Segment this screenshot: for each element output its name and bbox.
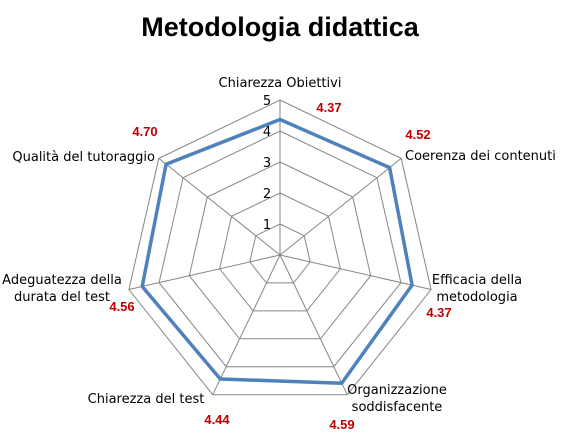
tick-label-5: 5 (263, 94, 271, 109)
data-label: 4.37 (426, 305, 451, 320)
tick-label-1: 1 (263, 218, 271, 233)
grid-ring-2 (219, 192, 341, 312)
category-label: Chiarezza del test (88, 392, 205, 407)
grid-spoke-2 (279, 158, 402, 256)
grid-spoke-7 (158, 158, 281, 256)
grid-spoke-6 (128, 254, 281, 290)
data-label: 4.37 (316, 100, 341, 115)
data-label: 4.59 (329, 417, 354, 432)
category-labels: Chiarezza Obiettivi Coerenza dei contenut… (2, 76, 556, 415)
radar-grid (128, 99, 432, 396)
category-label: Qualità del tutoraggio (12, 150, 155, 165)
tick-label-3: 3 (263, 156, 271, 171)
category-label: Adeguatezza della durata del test (2, 273, 122, 305)
radial-ticks: 1 2 3 4 5 (263, 94, 271, 233)
tick-label-4: 4 (263, 125, 271, 140)
grid-ring-3 (188, 161, 372, 340)
value-labels: 4.37 4.52 4.37 4.59 4.44 4.56 4.70 (109, 100, 451, 432)
tick-label-2: 2 (263, 187, 271, 202)
data-label: 4.70 (132, 124, 157, 139)
data-label: 4.52 (405, 127, 430, 142)
category-label: Coerenza dei contenuti (405, 149, 556, 164)
chart-title: Metodologia didattica (141, 12, 419, 42)
category-label: Chiarezza Obiettivi (219, 76, 342, 91)
series-line (140, 117, 414, 385)
grid-ring-5 (128, 99, 432, 396)
grid-spoke-5 (212, 254, 281, 395)
data-label: 4.44 (204, 412, 230, 427)
radar-series (140, 117, 414, 385)
category-label: Efficacia della metodologia (432, 273, 522, 305)
grid-ring-1 (249, 223, 311, 284)
grid-spoke-3 (279, 254, 432, 290)
data-label: 4.56 (109, 299, 134, 314)
category-label: Organizzazione soddisfacente (347, 383, 447, 415)
grid-spoke-4 (279, 254, 348, 395)
grid-ring-4 (158, 130, 402, 368)
